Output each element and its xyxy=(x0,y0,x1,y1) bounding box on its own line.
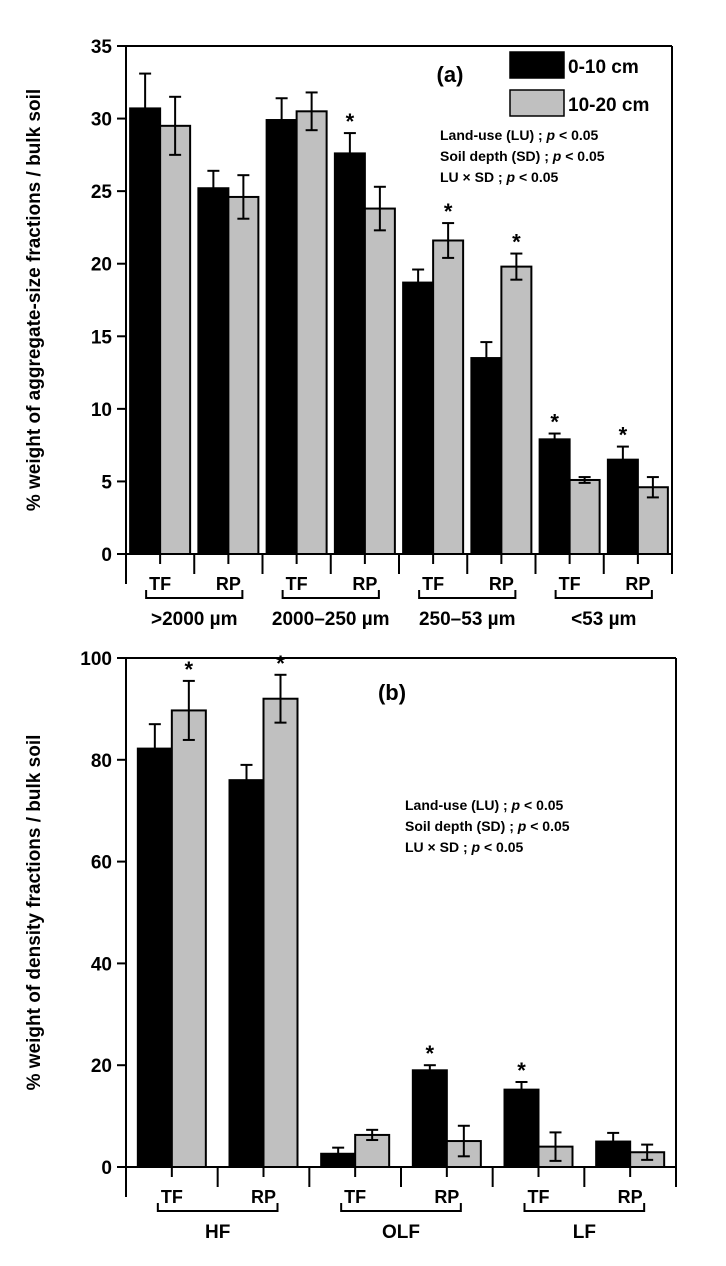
panel-label: (b) xyxy=(378,680,406,705)
category-label: RP xyxy=(251,1187,276,1207)
bar-10-20cm xyxy=(227,195,260,555)
y-axis-label: % weight of density fractions / bulk soi… xyxy=(24,735,45,1091)
group-bracket xyxy=(145,590,244,599)
panel-label: (a) xyxy=(437,62,464,87)
y-tick-label: 0 xyxy=(101,1158,112,1179)
category-label: RP xyxy=(216,574,241,594)
y-tick-label: 30 xyxy=(91,110,112,131)
legend-swatch-10-20cm xyxy=(509,89,565,117)
significance-star: * xyxy=(550,410,559,435)
significance-star: * xyxy=(512,230,521,255)
group-label: 2000–250 µm xyxy=(272,609,390,630)
bar-0-10cm xyxy=(129,107,162,555)
category-label: RP xyxy=(618,1187,643,1207)
group-bracket xyxy=(523,1203,646,1212)
y-tick-label: 40 xyxy=(91,954,112,975)
category-label: RP xyxy=(434,1187,459,1207)
significance-star: * xyxy=(517,1058,526,1083)
category-label: RP xyxy=(489,574,514,594)
bar-0-10cm xyxy=(470,357,503,555)
stats-annotation: LU × SD ; p < 0.05 xyxy=(405,839,523,855)
significance-star: * xyxy=(426,1041,435,1066)
legend-label: 10-20 cm xyxy=(568,95,649,116)
bar-10-20cm xyxy=(568,478,601,555)
y-tick-label: 100 xyxy=(80,649,112,670)
group-bracket xyxy=(281,590,380,599)
significance-star: * xyxy=(185,657,194,682)
bar-10-20cm xyxy=(295,110,328,555)
y-tick-label: 0 xyxy=(101,545,112,566)
group-label: <53 µm xyxy=(571,609,636,630)
category-label: TF xyxy=(344,1187,366,1207)
bar-0-10cm xyxy=(333,152,366,556)
stats-annotation: Land-use (LU) ; p < 0.05 xyxy=(440,127,599,143)
category-label: TF xyxy=(149,574,171,594)
significance-star: * xyxy=(346,109,355,134)
category-label: RP xyxy=(625,574,650,594)
stats-annotation: Soil depth (SD) ; p < 0.05 xyxy=(440,148,605,164)
group-label: HF xyxy=(205,1222,230,1243)
bar-10-20cm xyxy=(159,124,192,555)
bar-0-10cm xyxy=(503,1088,540,1168)
category-label: RP xyxy=(352,574,377,594)
category-label: TF xyxy=(528,1187,550,1207)
bar-10-20cm xyxy=(262,697,299,1168)
group-label: >2000 µm xyxy=(151,609,237,630)
bar-0-10cm xyxy=(197,187,230,556)
bar-10-20cm xyxy=(363,207,396,555)
group-label: 250–53 µm xyxy=(419,609,516,630)
significance-star: * xyxy=(619,423,628,448)
group-bracket xyxy=(340,1203,462,1212)
group-bracket xyxy=(418,590,517,599)
y-tick-label: 15 xyxy=(91,327,113,348)
y-tick-label: 35 xyxy=(91,37,113,58)
significance-star: * xyxy=(276,651,285,676)
y-tick-label: 20 xyxy=(91,255,112,276)
bar-0-10cm xyxy=(411,1069,448,1169)
category-label: TF xyxy=(559,574,581,594)
y-tick-label: 5 xyxy=(101,472,112,493)
y-tick-label: 80 xyxy=(91,751,112,772)
stats-annotation: LU × SD ; p < 0.05 xyxy=(440,169,558,185)
group-label: LF xyxy=(573,1222,596,1243)
stats-annotation: Land-use (LU) ; p < 0.05 xyxy=(405,797,564,813)
group-bracket xyxy=(554,590,653,599)
group-bracket xyxy=(156,1203,279,1212)
y-tick-label: 20 xyxy=(91,1056,112,1077)
group-label: OLF xyxy=(382,1222,420,1243)
y-tick-label: 25 xyxy=(91,182,113,203)
significance-star: * xyxy=(444,199,453,224)
bar-10-20cm xyxy=(500,265,533,555)
bar-0-10cm xyxy=(538,438,571,555)
category-label: TF xyxy=(422,574,444,594)
y-tick-label: 10 xyxy=(91,400,112,421)
bar-0-10cm xyxy=(228,779,265,1168)
bar-0-10cm xyxy=(606,458,639,555)
bar-0-10cm xyxy=(136,747,173,1168)
legend-swatch-0-10cm xyxy=(509,51,565,79)
category-label: TF xyxy=(286,574,308,594)
category-label: TF xyxy=(161,1187,183,1207)
stats-annotation: Soil depth (SD) ; p < 0.05 xyxy=(405,818,570,834)
bar-10-20cm xyxy=(432,239,465,555)
bar-10-20cm xyxy=(170,709,207,1168)
legend-label: 0-10 cm xyxy=(568,57,639,78)
y-axis-label: % weight of aggregate-size fractions / b… xyxy=(24,89,45,511)
bar-0-10cm xyxy=(402,281,435,555)
y-tick-label: 60 xyxy=(91,853,112,874)
bar-0-10cm xyxy=(265,119,298,555)
